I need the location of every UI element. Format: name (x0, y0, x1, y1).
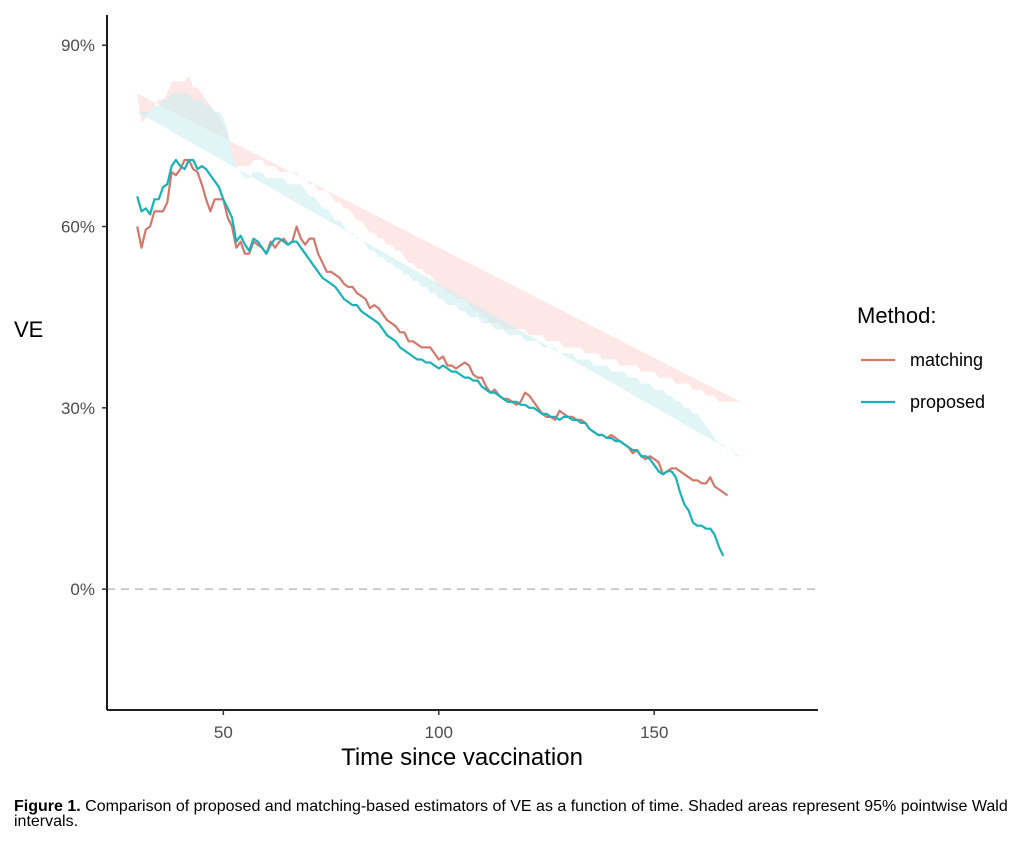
x-tick-label: 100 (425, 723, 453, 742)
x-axis-ticks: 50 100 150 (214, 710, 668, 742)
line-proposed (136, 158, 725, 557)
series-lines (136, 158, 729, 557)
caption-label: Figure 1. (14, 798, 81, 815)
y-axis-title: VE (14, 317, 43, 342)
x-tick-label: 50 (214, 723, 233, 742)
y-axis-ticks: 0% 30% 60% 90% (61, 36, 107, 599)
y-tick-label: 0% (70, 580, 95, 599)
chart: 0% 30% 60% 90% 50 100 150 Time since vaccinat… (14, 15, 985, 771)
legend-label-matching: matching (910, 350, 983, 370)
x-axis-title: Time since vaccination (341, 744, 583, 771)
x-tick-label: 150 (640, 723, 668, 742)
y-tick-label: 90% (61, 36, 95, 55)
confidence-bands (137, 75, 741, 457)
legend-label-proposed: proposed (910, 392, 985, 412)
legend: Method: matching proposed (857, 303, 985, 412)
legend-items: matching proposed (861, 350, 985, 412)
band-proposed (137, 93, 741, 457)
y-tick-label: 60% (61, 218, 95, 237)
caption-text: Comparison of proposed and matching-base… (14, 798, 1008, 830)
band-matching (137, 75, 741, 402)
figure-caption: Figure 1. Comparison of proposed and mat… (14, 798, 1014, 830)
y-tick-label: 30% (61, 399, 95, 418)
line-matching (136, 158, 729, 497)
legend-title: Method: (857, 303, 937, 328)
